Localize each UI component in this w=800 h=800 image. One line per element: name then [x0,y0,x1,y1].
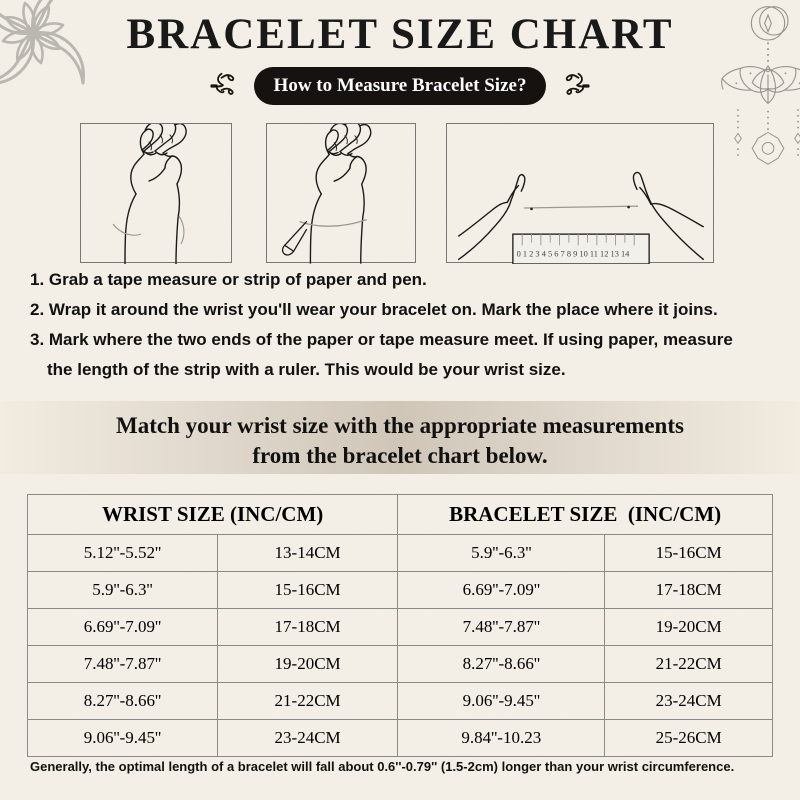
svg-text:0 1 2 3 4 5 6 7 8 9 10 11 12 1: 0 1 2 3 4 5 6 7 8 9 10 11 12 13 14 [517,250,631,259]
